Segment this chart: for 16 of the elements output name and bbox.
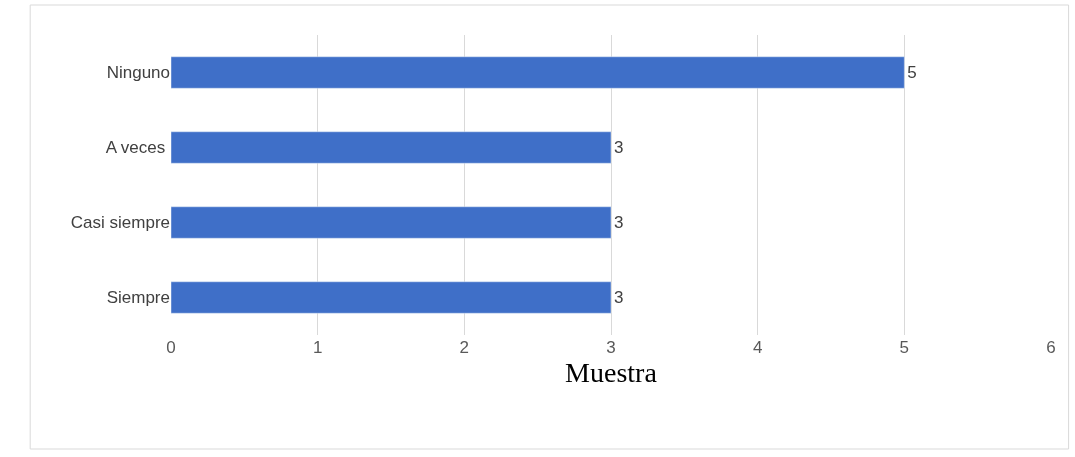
x-tick-label: 1 <box>312 338 323 357</box>
x-tick-label: 3 <box>606 338 616 357</box>
x-tick-label: 0 <box>166 338 176 357</box>
y-tick-label: Ninguno <box>106 63 170 83</box>
x-tick-label: 6 <box>1046 338 1056 357</box>
x-tick-label: 2 <box>459 338 470 357</box>
data-label: 3 <box>614 213 624 232</box>
data-label: 3 <box>614 288 624 307</box>
x-tick-label: 5 <box>899 338 910 357</box>
y-tick-label: Siempre <box>106 288 170 308</box>
data-label: 5 <box>907 63 917 82</box>
y-tick-label: A veces <box>105 138 170 158</box>
y-tick-label: Casi siempre <box>70 213 170 233</box>
x-axis-title: Muestra <box>565 357 658 388</box>
data-label: 3 <box>614 138 624 157</box>
x-tick-label: 4 <box>752 338 763 357</box>
